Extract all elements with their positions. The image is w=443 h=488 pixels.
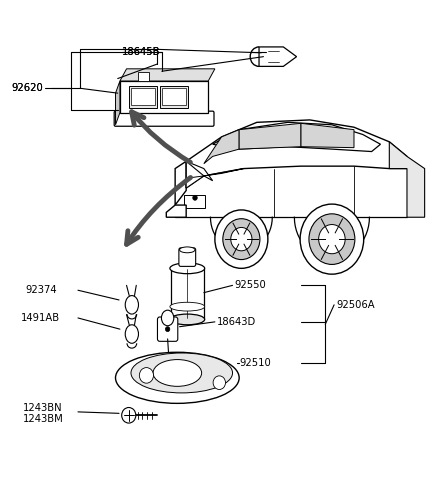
FancyBboxPatch shape [179,248,196,266]
Ellipse shape [170,314,205,325]
Bar [138,72,149,81]
Ellipse shape [116,352,239,404]
Ellipse shape [131,353,233,393]
Polygon shape [186,120,407,188]
Text: 92620: 92620 [12,83,43,93]
Circle shape [215,210,268,268]
Ellipse shape [179,247,195,253]
Text: 92506A: 92506A [336,300,375,310]
Bar [175,169,185,188]
Polygon shape [213,122,381,152]
Bar [159,86,188,108]
Polygon shape [120,81,208,113]
Bar [131,88,155,105]
Text: 1491AB: 1491AB [20,313,60,323]
Text: 92510: 92510 [239,358,271,368]
Polygon shape [239,123,301,149]
Polygon shape [120,69,215,81]
Polygon shape [175,161,186,205]
Bar [129,86,157,108]
Text: 92550: 92550 [235,281,267,290]
Circle shape [193,195,197,200]
Ellipse shape [153,360,202,386]
Text: 18645B: 18645B [122,47,161,57]
Polygon shape [116,81,120,125]
Circle shape [213,376,225,389]
Polygon shape [389,142,425,217]
Ellipse shape [125,296,139,314]
Polygon shape [301,123,354,148]
Ellipse shape [125,325,139,343]
Polygon shape [166,205,186,217]
Text: 18645B: 18645B [122,47,161,57]
Bar [184,195,205,207]
Circle shape [165,327,170,331]
Circle shape [223,219,260,260]
Text: 18643D: 18643D [217,317,256,327]
Circle shape [140,367,153,383]
Text: 92620: 92620 [12,83,43,93]
Circle shape [231,227,252,251]
Bar [162,88,186,105]
Circle shape [122,407,136,423]
Polygon shape [204,130,239,163]
Circle shape [319,224,345,254]
Polygon shape [259,47,296,66]
Text: 1243BN: 1243BN [23,403,62,413]
Ellipse shape [161,310,174,326]
Polygon shape [186,168,244,188]
Text: 92374: 92374 [25,285,57,295]
Circle shape [309,214,355,264]
Bar [171,268,204,320]
FancyBboxPatch shape [114,111,214,126]
Circle shape [300,204,364,274]
Polygon shape [186,161,213,181]
Ellipse shape [170,302,205,311]
FancyBboxPatch shape [157,317,178,341]
Ellipse shape [170,263,205,274]
Text: 1243BM: 1243BM [23,414,63,424]
